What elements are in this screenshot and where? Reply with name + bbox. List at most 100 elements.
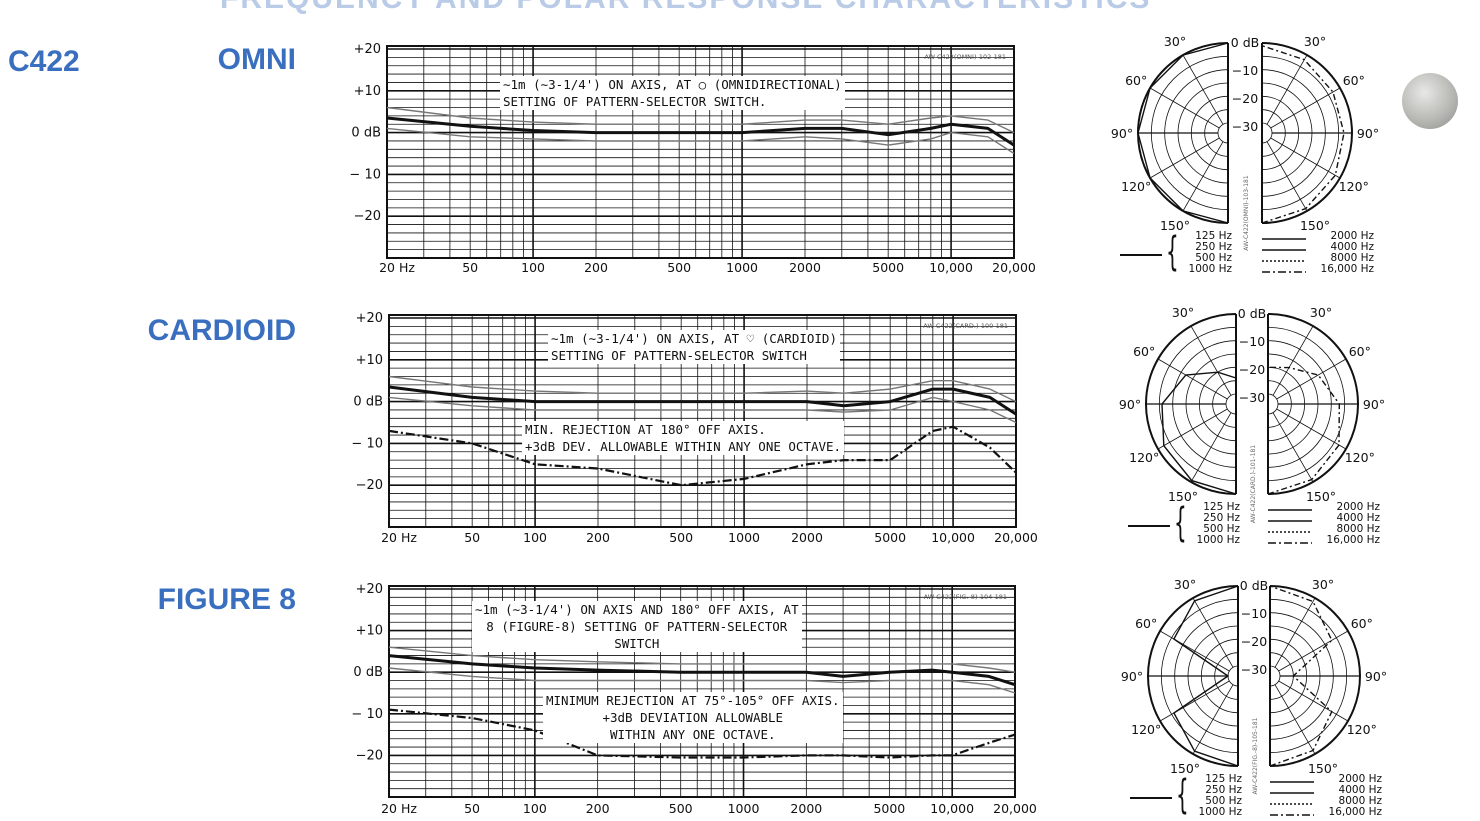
x-tick-label: 20,000 xyxy=(992,260,1036,275)
polar-ring-label: −30 xyxy=(1232,119,1258,134)
x-tick-label: 500 xyxy=(669,801,693,816)
polar-ring-label: −20 xyxy=(1232,91,1258,106)
polar-ring-label: −20 xyxy=(1241,634,1267,649)
frequency-chart-2: +20 +10 0 dB − 10 −20 20 Hz 50 100 200 500 1000 200… xyxy=(351,582,1036,816)
response-curve-nominal xyxy=(388,654,1016,687)
polar-spoke xyxy=(1159,680,1230,722)
polar-angle-label-right: 150° xyxy=(1306,489,1336,504)
polar-spoke xyxy=(1192,684,1234,755)
y-tick-label: 0 dB xyxy=(351,126,381,141)
y-tick-label: − 10 xyxy=(351,436,383,451)
legend-brace: { xyxy=(1176,773,1189,819)
polar-spoke xyxy=(1278,630,1349,672)
polar-angle-label-left: 150° xyxy=(1170,761,1200,776)
polar-angle-label-right: 90° xyxy=(1365,669,1387,684)
response-curve-rejection xyxy=(388,708,1016,759)
polar-spoke xyxy=(1182,141,1224,212)
annotation-cardioid: ∼1m (∼3-1/4') ON AXIS, AT ♡ (CARDIOID) S… xyxy=(548,330,840,364)
polar-angle-label-right: 120° xyxy=(1345,450,1375,465)
y-tick-label: −20 xyxy=(356,478,383,493)
x-tick-label: 50 xyxy=(464,801,480,816)
polar-legend-right: 2000 Hz xyxy=(1331,230,1375,242)
polar-curve-high xyxy=(1261,45,1345,224)
x-tick-label: 200 xyxy=(586,801,610,816)
polar-code: AW-C422(CARD.)-101-181 xyxy=(1250,445,1257,523)
response-curve-upper xyxy=(386,106,1015,134)
chart-code: AW-C422(CARD.)-100-181 xyxy=(923,322,1008,330)
x-tick-label: 10,000 xyxy=(930,801,974,816)
polar-legend-right: 4000 Hz xyxy=(1331,241,1375,253)
polar-angle-label-left: 30° xyxy=(1172,305,1194,320)
x-tick-label: 2000 xyxy=(791,530,823,545)
x-tick-label: 200 xyxy=(584,260,608,275)
x-tick-label: 1000 xyxy=(728,530,760,545)
polar-curve-high xyxy=(1269,585,1333,767)
x-tick-label: 10,000 xyxy=(929,260,973,275)
y-tick-label: +10 xyxy=(354,84,381,99)
polar-angle-label-right: 30° xyxy=(1310,305,1332,320)
polar-legend-right: 8000 Hz xyxy=(1331,252,1375,264)
x-tick-label: 2000 xyxy=(789,260,821,275)
polar-spoke xyxy=(1182,54,1224,125)
polar-legend-right: 4000 Hz xyxy=(1337,512,1381,524)
y-tick-label: +20 xyxy=(354,42,381,57)
chart-code: AW-C422(OMNI)-102-181 xyxy=(924,53,1006,61)
polar-ring-label: 0 dB xyxy=(1240,578,1268,593)
polar-curve-low xyxy=(1161,371,1237,495)
response-curve-lower xyxy=(388,396,1017,424)
y-tick-label: 0 dB xyxy=(353,665,383,680)
response-curve-upper xyxy=(388,646,1016,673)
y-tick-label: − 10 xyxy=(351,707,383,722)
polar-legend-right: 4000 Hz xyxy=(1339,784,1383,796)
response-curve-lower xyxy=(388,667,1016,694)
polar-angle-label-left: 150° xyxy=(1168,489,1198,504)
x-tick-label: 10,000 xyxy=(931,530,975,545)
polar-curve-low xyxy=(1172,585,1239,767)
polar-angle-label-right: 60° xyxy=(1351,616,1373,631)
legend-brace: { xyxy=(1166,230,1179,276)
polar-spoke xyxy=(1149,87,1220,129)
polar-spoke xyxy=(1270,137,1341,179)
frequency-chart-0: +20 +10 0 dB − 10 −20 20 Hz 50 100 200 500 1000 200… xyxy=(349,42,1035,275)
polar-ring-label: −20 xyxy=(1239,362,1265,377)
x-tick-label: 5000 xyxy=(873,801,905,816)
x-tick-label: 100 xyxy=(523,530,547,545)
polar-legend-left: 1000 Hz xyxy=(1189,263,1233,275)
chart-code: AW-C422(FIG.-8)-104-181 xyxy=(924,593,1007,601)
x-tick-label: 20 Hz xyxy=(379,260,415,275)
x-tick-label: 2000 xyxy=(790,801,822,816)
x-tick-label: 20,000 xyxy=(994,530,1038,545)
x-tick-label: 200 xyxy=(586,530,610,545)
polar-spoke xyxy=(1266,141,1308,212)
polar-plot-0: 0 dB −10 −20 −30 150° 150° 120° 120° 90° 90° 60° 60… xyxy=(1111,34,1379,275)
polar-legend-right: 16,000 Hz xyxy=(1329,806,1383,818)
polar-curve-low xyxy=(1137,42,1229,224)
y-tick-label: +10 xyxy=(356,624,383,639)
polar-ring xyxy=(1227,665,1239,687)
polar-ring-label: −10 xyxy=(1232,63,1258,78)
polar-legend-left: 1000 Hz xyxy=(1197,534,1241,546)
x-tick-label: 1000 xyxy=(728,801,760,816)
x-tick-label: 20,000 xyxy=(993,801,1037,816)
x-tick-label: 20 Hz xyxy=(381,801,417,816)
pattern-label-figure8: FIGURE 8 xyxy=(157,583,296,616)
polar-angle-label-left: 150° xyxy=(1160,218,1190,233)
response-curve-lower xyxy=(386,127,1015,155)
polar-spoke xyxy=(1276,358,1347,400)
polar-ring-label: −30 xyxy=(1239,390,1265,405)
polar-ring xyxy=(1269,665,1281,687)
polar-angle-label-right: 30° xyxy=(1304,34,1326,49)
x-tick-label: 100 xyxy=(523,801,547,816)
x-tick-label: 500 xyxy=(669,530,693,545)
polar-angle-label-right: 120° xyxy=(1339,179,1369,194)
annotation-figure8-rejection: MINIMUM REJECTION AT 75°-105° OFF AXIS. … xyxy=(543,692,843,743)
polar-plot-2: 0 dB −10 −20 −30 150° 150° 120° 120° 90° 90° 60° 60… xyxy=(1121,577,1387,818)
y-tick-label: − 10 xyxy=(349,167,381,182)
header-title: FREQUENCY AND POLAR RESPONSE CHARACTERIS… xyxy=(220,0,1151,16)
polar-ring xyxy=(1217,122,1229,144)
polar-angle-label-left: 30° xyxy=(1164,34,1186,49)
plot-frame xyxy=(388,314,1017,528)
polar-legend-left: 125 Hz xyxy=(1195,230,1232,242)
polar-legend-right: 8000 Hz xyxy=(1339,795,1383,807)
polar-angle-label-right: 90° xyxy=(1357,126,1379,141)
